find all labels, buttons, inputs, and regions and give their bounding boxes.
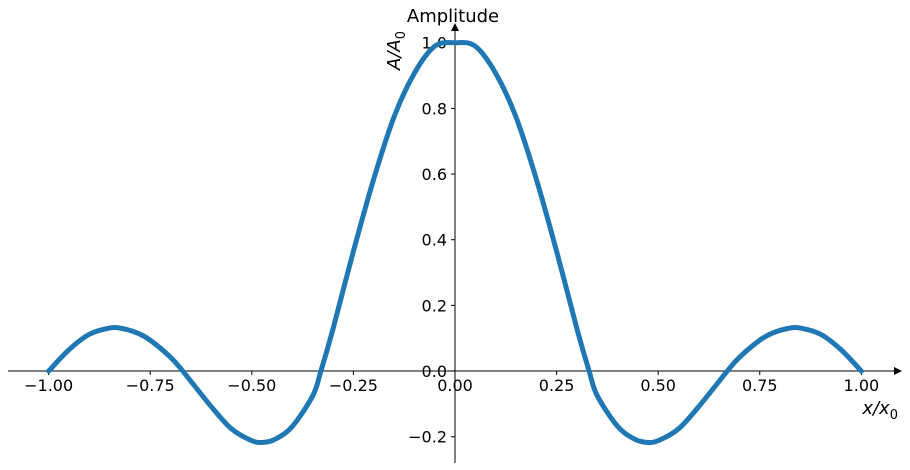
chart-title: Amplitude — [407, 6, 499, 27]
y-tick-label: 0.0 — [422, 362, 447, 381]
x-tick-label: 0.25 — [539, 376, 575, 395]
y-axis-label-sub: 0 — [394, 31, 409, 39]
x-axis-label: x/x0 — [861, 398, 898, 423]
y-axis-arrow — [451, 23, 459, 31]
x-tick-label: −0.50 — [227, 376, 276, 395]
x-tick-label: 0.75 — [742, 376, 778, 395]
x-axis-label-sub: 0 — [890, 408, 898, 423]
y-axis-label-main: A/A — [384, 39, 405, 71]
x-tick-label: −0.75 — [126, 376, 175, 395]
x-tick-label: −1.00 — [24, 376, 73, 395]
y-tick-label: 1.0 — [422, 34, 447, 53]
x-axis-label-main: x/x — [861, 398, 890, 419]
x-ticks: −1.00 −0.75 −0.50 −0.25 0.00 0.25 0.50 0.75 1.00 — [24, 371, 879, 395]
x-tick-label: 1.00 — [844, 376, 880, 395]
y-tick-label: 0.2 — [422, 296, 447, 315]
axes — [8, 23, 902, 463]
x-tick-label: 0.50 — [640, 376, 676, 395]
y-ticks: −0.2 0.0 0.2 0.4 0.6 0.8 1.0 — [408, 34, 455, 447]
x-tick-label: 0.00 — [437, 376, 473, 395]
y-tick-label: 0.6 — [422, 165, 447, 184]
y-tick-label: −0.2 — [408, 428, 447, 447]
y-axis-label: A/A0 — [384, 31, 409, 71]
x-axis-arrow — [894, 367, 902, 376]
amplitude-curve — [46, 40, 864, 446]
y-tick-label: 0.4 — [422, 231, 447, 250]
x-tick-label: −0.25 — [329, 376, 378, 395]
y-tick-label: 0.8 — [422, 99, 447, 118]
